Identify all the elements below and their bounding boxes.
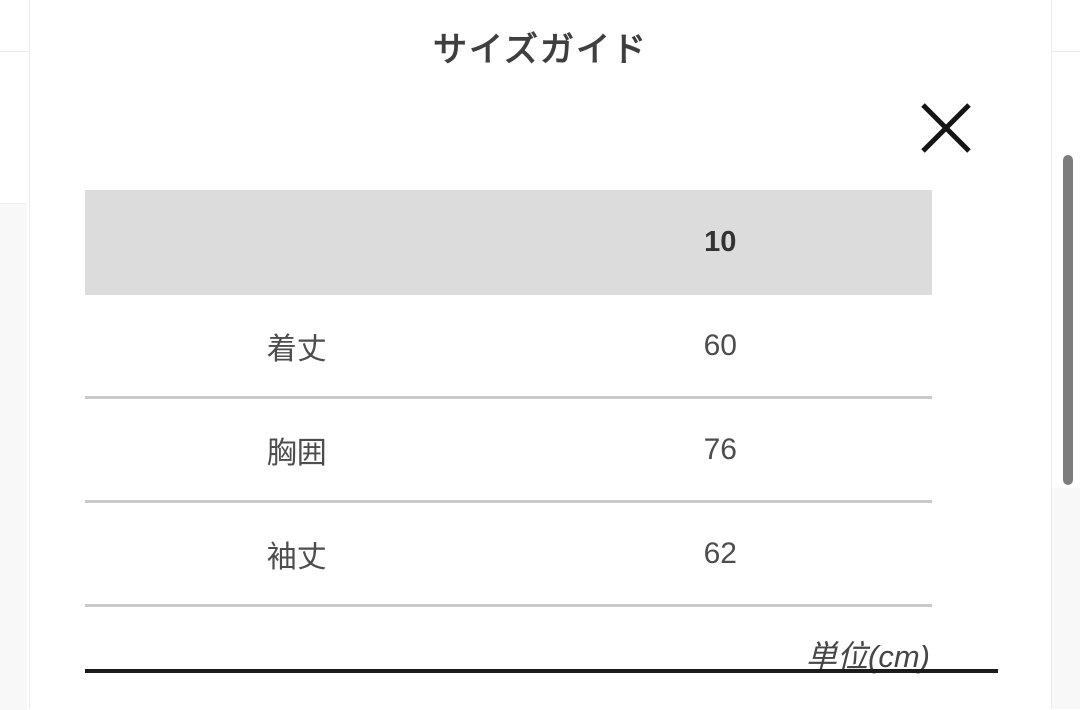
size-table: 10 着丈 60 胸囲 76 袖丈 62 単位(cm) — [85, 190, 932, 699]
table-row: 袖丈 62 — [85, 503, 932, 607]
close-button[interactable] — [916, 98, 976, 158]
close-icon — [919, 101, 973, 155]
row-label: 着丈 — [266, 332, 327, 366]
table-header-row: 10 — [85, 190, 932, 295]
page-underlay-left — [0, 203, 27, 710]
header-empty-cell — [85, 190, 509, 295]
row-value: 60 — [703, 328, 737, 362]
table-row: 着丈 60 — [85, 295, 932, 399]
size-guide-modal: サイズガイド 10 着丈 60 胸囲 76 袖丈 62 単位(cm) — [29, 0, 1052, 709]
row-label: 胸囲 — [266, 436, 327, 470]
row-value: 76 — [703, 432, 737, 466]
unit-note: 単位(cm) — [806, 638, 930, 674]
row-label: 袖丈 — [266, 540, 327, 574]
scrollbar-thumb[interactable] — [1063, 155, 1073, 485]
header-size-cell: 10 — [704, 226, 737, 258]
page-underlay-right — [1052, 488, 1080, 709]
bottom-divider — [85, 669, 998, 673]
table-row: 胸囲 76 — [85, 399, 932, 503]
row-value: 62 — [703, 536, 737, 570]
modal-title: サイズガイド — [433, 31, 648, 69]
